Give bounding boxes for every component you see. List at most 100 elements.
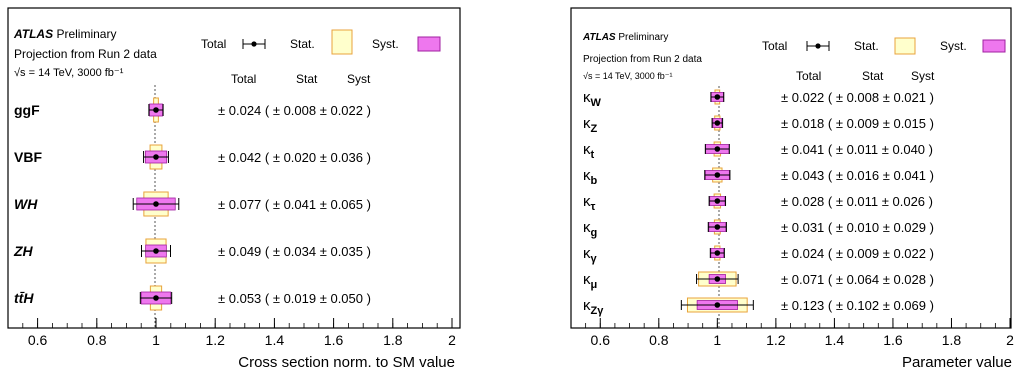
right-row-label: κZγ: [583, 297, 604, 317]
left-row: tt̄H ± 0.053 ( ± 0.019 ± 0.050 ): [14, 285, 371, 311]
right-uncertainty-text: ± 0.071 ( ± 0.064 ± 0.028 ): [781, 272, 934, 287]
left-uncertainty-text: ± 0.024 ( ± 0.008 ± 0.022 ): [218, 103, 371, 118]
right-x-tick-label: 1.4: [825, 332, 845, 348]
right-legend-total-label: Total: [762, 39, 787, 53]
left-atlas-header: ATLAS Preliminary: [13, 27, 116, 41]
left-subtitle: Projection from Run 2 data: [14, 47, 157, 61]
left-legend-stat-swatch: [331, 29, 353, 55]
left-row-label: ZH: [13, 243, 34, 259]
left-row-label: VBF: [14, 149, 42, 165]
left-row: ggF ± 0.024 ( ± 0.008 ± 0.022 ): [14, 97, 371, 123]
right-central-value-marker: [714, 276, 721, 282]
left-central-value-marker: [153, 201, 159, 207]
left-x-tick-label: 1.6: [324, 332, 344, 348]
left-row-label: ggF: [14, 102, 40, 118]
right-legend-total-marker: [806, 41, 830, 51]
right-row: κg ± 0.031 ( ± 0.010 ± 0.029 ): [583, 219, 934, 239]
right-uncertainty-text: ± 0.041 ( ± 0.011 ± 0.040 ): [781, 142, 933, 157]
right-x-tick-label: 1.6: [883, 332, 903, 348]
left-x-tick-label: 1.4: [265, 332, 285, 348]
left-central-value-marker: [153, 295, 159, 301]
right-x-tick-label: 0.8: [649, 332, 669, 348]
right-x-axis: 0.6 0.8 1 1.2 1.4 1.6 1.8 2: [570, 318, 1014, 348]
right-row: κt ± 0.041 ( ± 0.011 ± 0.040 ): [583, 141, 933, 161]
left-x-tick-label: 1.2: [205, 332, 225, 348]
left-col-header-total: Total: [231, 72, 256, 86]
right-legend-syst-label: Syst.: [940, 39, 967, 53]
right-x-axis-title: Parameter value: [902, 354, 1012, 371]
right-uncertainty-text: ± 0.031 ( ± 0.010 ± 0.029 ): [781, 220, 934, 235]
left-uncertainty-text: ± 0.077 ( ± 0.041 ± 0.065 ): [218, 197, 371, 212]
right-col-header-total: Total: [796, 69, 821, 83]
right-uncertainty-text: ± 0.022 ( ± 0.008 ± 0.021 ): [781, 90, 934, 105]
right-uncertainty-text: ± 0.123 ( ± 0.102 ± 0.069 ): [781, 298, 934, 313]
left-legend-syst-swatch: [417, 36, 441, 52]
right-plot-frame: [570, 7, 1012, 329]
right-row-label: κW: [583, 89, 602, 109]
left-legend-total-marker: [242, 39, 266, 49]
left-x-tick-label: 0.6: [28, 332, 48, 348]
left-col-header-stat: Stat: [296, 72, 318, 86]
left-uncertainty-text: ± 0.049 ( ± 0.034 ± 0.035 ): [218, 244, 371, 259]
left-row-label: tt̄H: [14, 290, 34, 306]
right-uncertainty-text: ± 0.024 ( ± 0.009 ± 0.022 ): [781, 246, 934, 261]
right-legend-syst-swatch: [982, 39, 1006, 53]
right-central-value-marker: [714, 302, 721, 308]
right-x-tick-label: 2: [1006, 332, 1014, 348]
right-central-value-marker: [714, 172, 721, 178]
right-legend: Total Stat. Syst.: [762, 37, 1006, 55]
left-row: ZH ± 0.049 ( ± 0.034 ± 0.035 ): [13, 238, 371, 264]
left-row: WH ± 0.077 ( ± 0.041 ± 0.065 ): [14, 191, 371, 217]
left-legend: Total Stat. Syst.: [201, 29, 441, 55]
right-row-label: κμ: [583, 271, 597, 291]
left-x-axis: 0.6 0.8 1 1.2 1.4 1.6 1.8 2: [7, 318, 456, 348]
left-legend-total-label: Total: [201, 37, 226, 51]
right-uncertainty-text: ± 0.043 ( ± 0.016 ± 0.041 ): [781, 168, 934, 183]
right-x-tick-label: 1.8: [942, 332, 962, 348]
left-x-tick-label: 1.8: [383, 332, 403, 348]
left-central-value-marker: [153, 107, 159, 113]
left-legend-syst-label: Syst.: [372, 37, 399, 51]
left-energy-label: √s = 14 TeV, 3000 fb⁻¹: [14, 67, 124, 79]
right-row: κγ ± 0.024 ( ± 0.009 ± 0.022 ): [583, 245, 934, 265]
right-row-label: κt: [583, 141, 595, 161]
right-col-header-stat: Stat: [862, 69, 884, 83]
right-row-label: κZ: [583, 115, 598, 135]
left-row: VBF ± 0.042 ( ± 0.020 ± 0.036 ): [14, 144, 371, 170]
right-chart-panel: ATLAS Preliminary Projection from Run 2 …: [570, 7, 1014, 371]
right-row-label: κg: [583, 219, 597, 239]
right-row: κZ ± 0.018 ( ± 0.009 ± 0.015 ): [583, 115, 934, 135]
right-central-value-marker: [714, 120, 721, 126]
right-col-header-syst: Syst: [911, 69, 935, 83]
right-data-rows: κW ± 0.022 ( ± 0.008 ± 0.021 ) κZ ± 0.018 (…: [583, 89, 934, 317]
right-x-tick-label: 1: [713, 332, 721, 348]
left-chart-panel: ATLAS Preliminary Projection from Run 2 …: [7, 7, 461, 371]
left-x-tick-label: 2: [448, 332, 456, 348]
right-central-value-marker: [714, 146, 721, 152]
right-legend-stat-swatch: [894, 37, 916, 55]
right-central-value-marker: [714, 198, 721, 204]
left-uncertainty-text: ± 0.042 ( ± 0.020 ± 0.036 ): [218, 150, 371, 165]
left-central-value-marker: [153, 154, 159, 160]
right-row: κb ± 0.043 ( ± 0.016 ± 0.041 ): [583, 167, 934, 187]
right-legend-stat-label: Stat.: [854, 39, 879, 53]
right-uncertainty-text: ± 0.028 ( ± 0.011 ± 0.026 ): [781, 194, 933, 209]
right-row-label: κb: [583, 167, 598, 187]
right-row-label: κγ: [583, 245, 598, 265]
right-energy-label: √s = 14 TeV, 3000 fb⁻¹: [583, 71, 673, 81]
right-central-value-marker: [714, 94, 721, 100]
left-uncertainty-text: ± 0.053 ( ± 0.019 ± 0.050 ): [218, 291, 371, 306]
right-row: κμ ± 0.071 ( ± 0.064 ± 0.028 ): [583, 271, 934, 291]
right-subtitle: Projection from Run 2 data: [583, 54, 702, 65]
right-central-value-marker: [714, 250, 721, 256]
right-row: κW ± 0.022 ( ± 0.008 ± 0.021 ): [583, 89, 934, 109]
right-uncertainty-text: ± 0.018 ( ± 0.009 ± 0.015 ): [781, 116, 934, 131]
left-row-label: WH: [14, 196, 38, 212]
right-row-label: κτ: [583, 193, 596, 213]
right-x-tick-label: 1.2: [766, 332, 786, 348]
right-x-tick-label: 0.6: [591, 332, 611, 348]
left-central-value-marker: [153, 248, 159, 254]
left-plot-frame: [7, 7, 461, 329]
left-x-tick-label: 0.8: [87, 332, 107, 348]
